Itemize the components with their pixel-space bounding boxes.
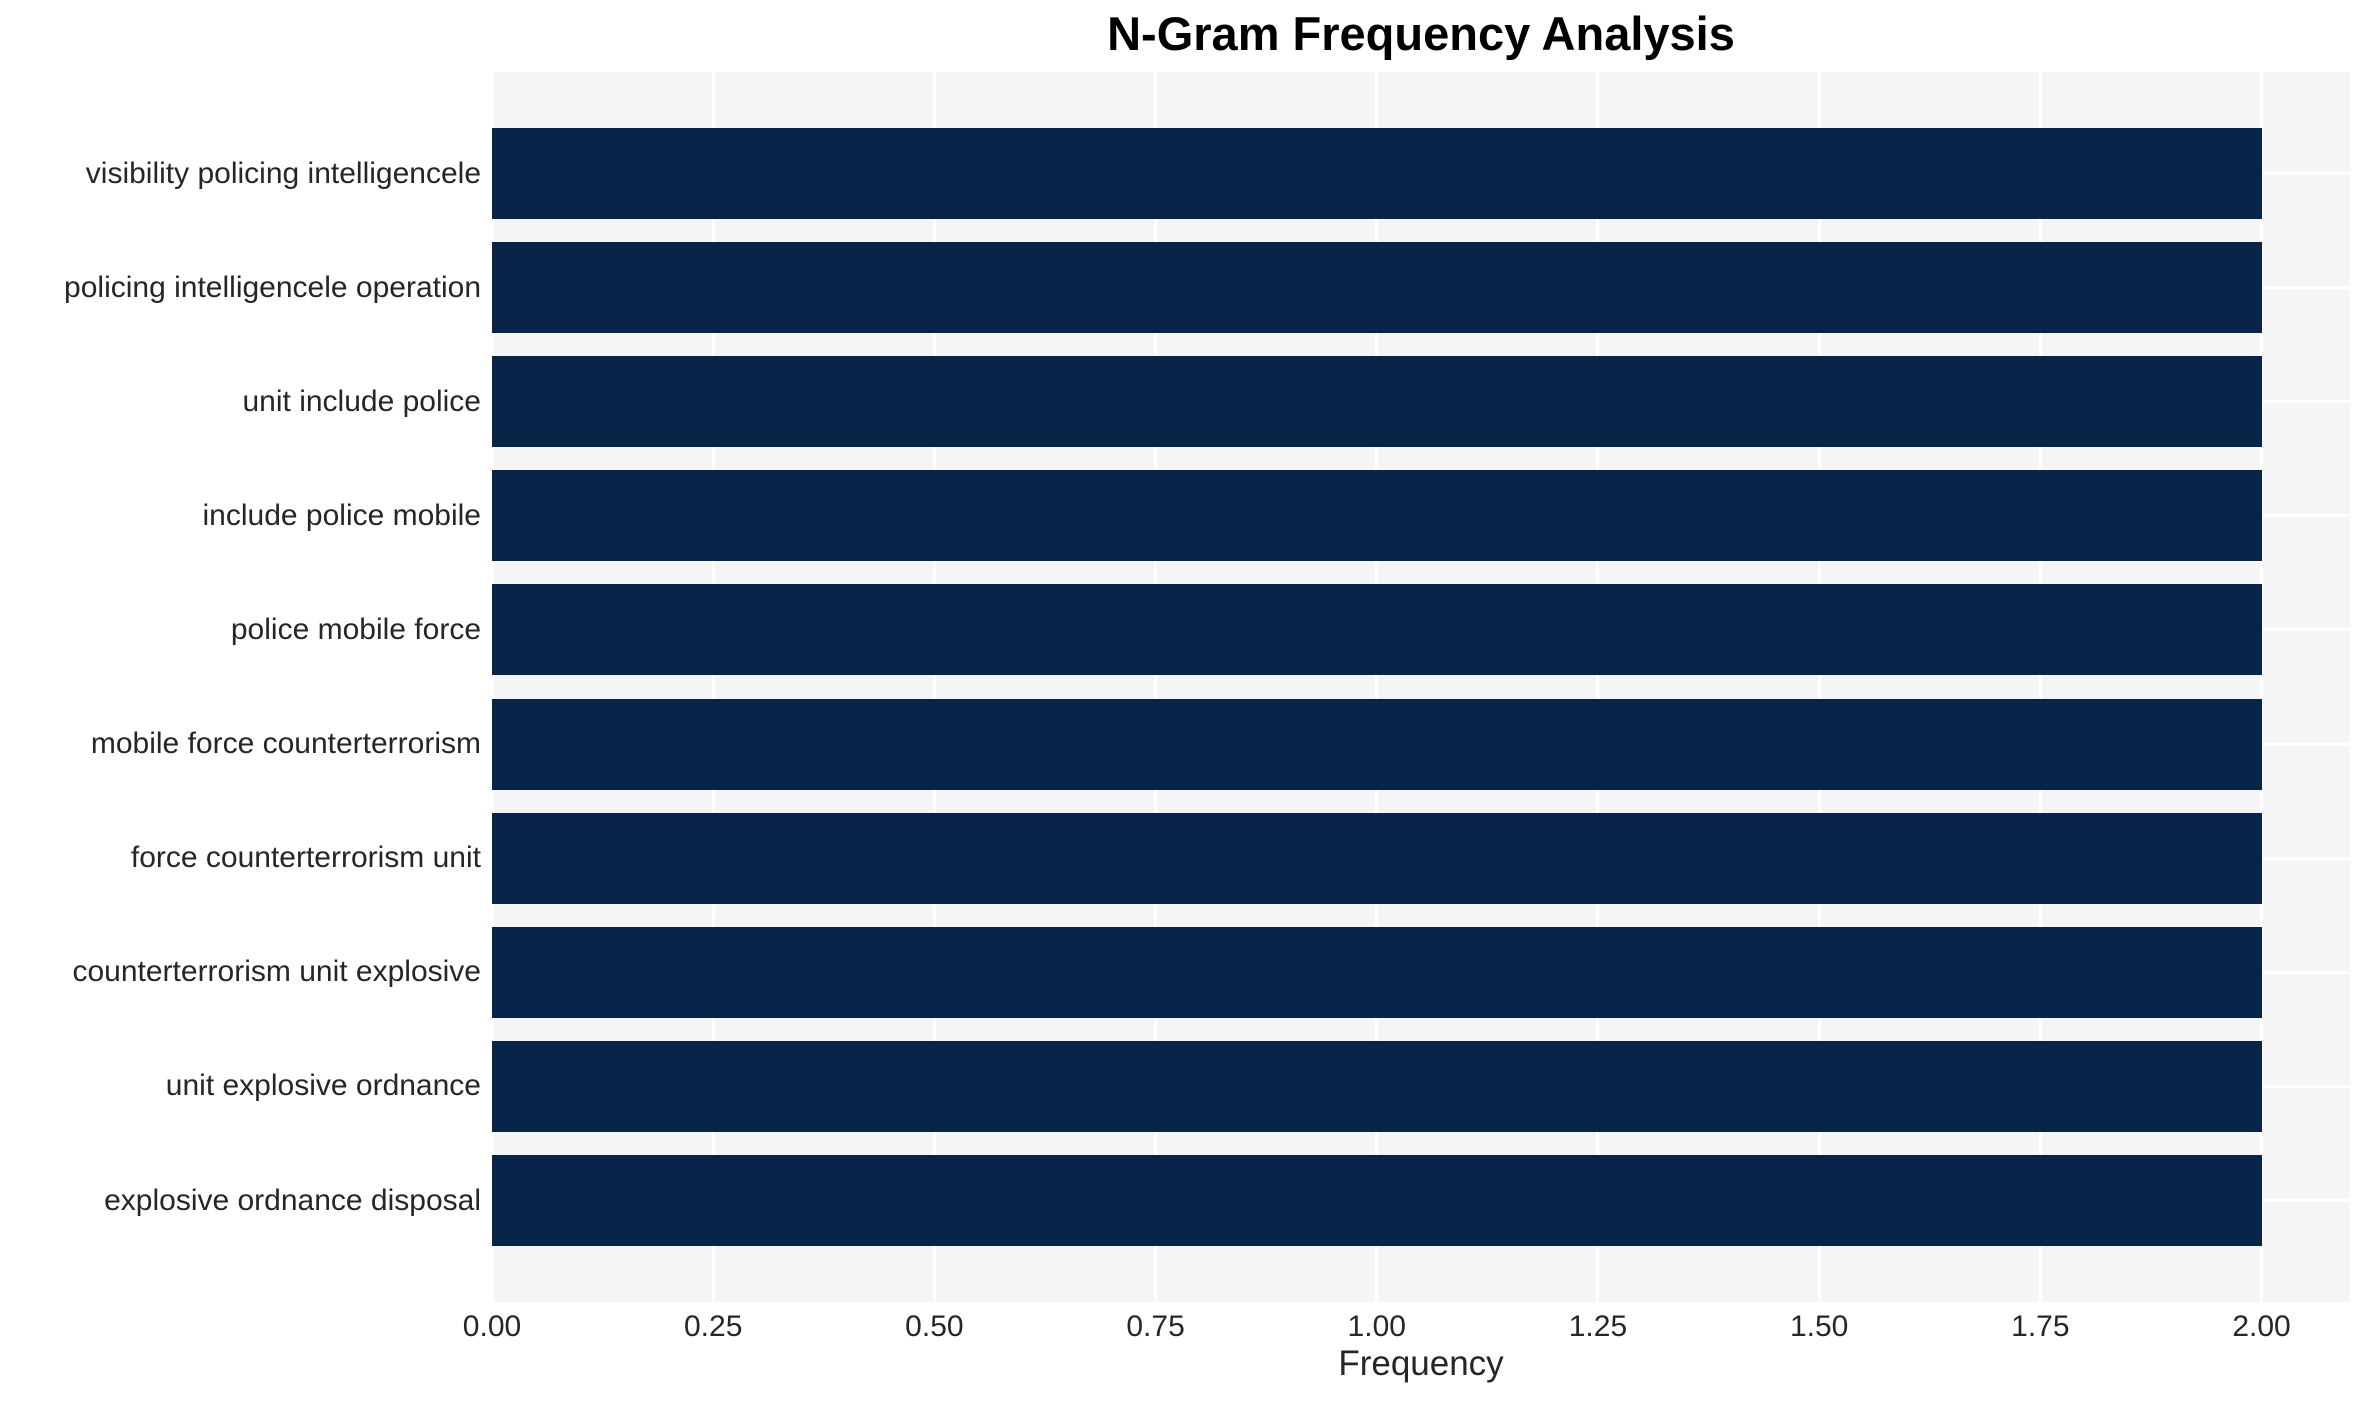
x-tick-label: 2.00 [2232,1310,2291,1343]
bar [492,584,2262,676]
x-tick-label: 0.25 [683,1310,743,1343]
bar [492,470,2262,562]
bar [492,1040,2262,1132]
v-gridline [1596,72,1600,1302]
y-tick-label: force counterterrorism unit [130,841,481,875]
x-tick-label: 0.50 [905,1310,964,1343]
y-tick-label: mobile force counterterrorism [90,727,481,761]
x-axis-title: Frequency [1338,1344,1504,1383]
x-tick-label: 1.50 [1789,1310,1849,1343]
y-tick-label: explosive ordnance disposal [104,1183,481,1217]
x-tick-label: 1.00 [1347,1310,1406,1343]
x-tick-label: 1.25 [1568,1310,1628,1343]
y-tick-label: visibility policing intelligencele [85,156,481,190]
y-tick-label: unit explosive ordnance [165,1069,481,1103]
v-gridline [2038,72,2042,1302]
v-gridline [2260,72,2264,1302]
plot-area [490,72,2350,1302]
chart-title: N-Gram Frequency Analysis [1107,7,1735,60]
x-tick-label: 0.75 [1126,1310,1185,1343]
v-gridline [1817,72,1821,1302]
bar [492,1155,2262,1246]
y-tick-label: counterterrorism unit explosive [72,955,481,989]
v-gridline [932,72,936,1302]
bar [492,926,2262,1018]
v-gridline [1375,72,1379,1302]
bar [492,812,2262,904]
v-gridline [711,72,715,1302]
y-tick-label: include police mobile [202,498,482,532]
x-tick-label: 1.75 [2011,1310,2070,1343]
y-tick-label: unit include police [242,384,482,418]
y-tick-label: policing intelligencele operation [64,270,481,304]
v-gridline [490,72,494,1302]
bar [492,242,2262,334]
bar [492,356,2262,448]
bar [492,128,2262,219]
x-tick-label: 0.00 [462,1310,522,1343]
y-tick-label: police mobile force [230,612,481,646]
bar [492,698,2262,790]
v-gridline [1154,72,1158,1302]
